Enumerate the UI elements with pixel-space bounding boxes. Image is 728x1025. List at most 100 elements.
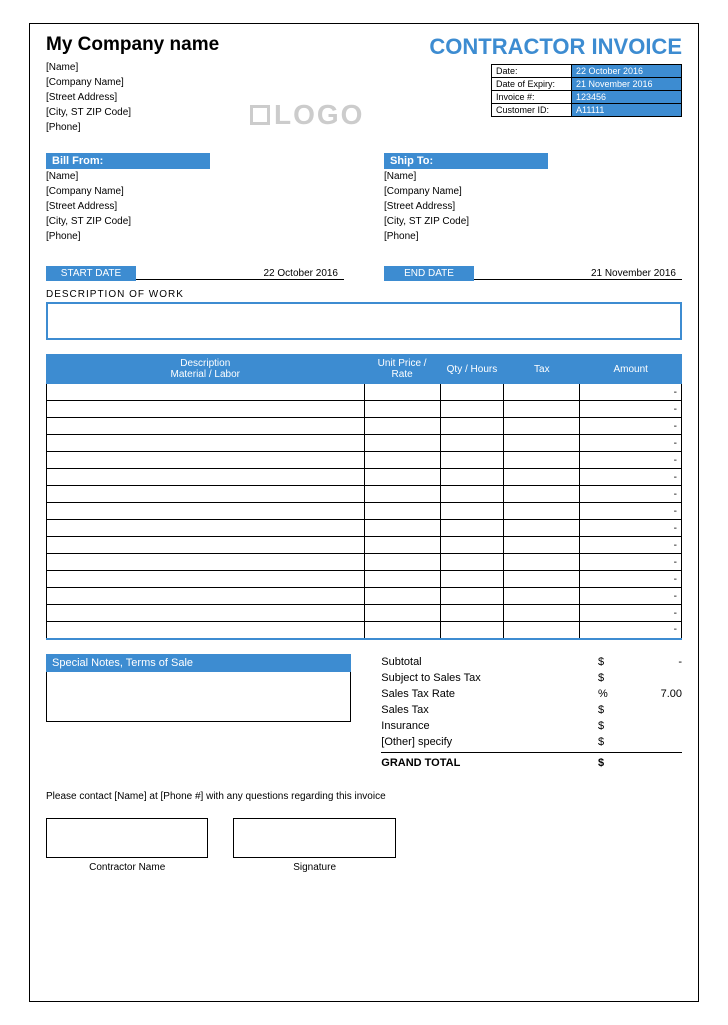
table-cell[interactable]: -	[580, 486, 682, 503]
table-cell[interactable]	[504, 452, 580, 469]
table-cell[interactable]	[47, 418, 365, 435]
table-cell[interactable]	[47, 435, 365, 452]
col-description: DescriptionMaterial / Labor	[47, 355, 365, 384]
contractor-name-box[interactable]	[46, 818, 208, 858]
table-cell[interactable]	[504, 605, 580, 622]
table-cell[interactable]	[504, 537, 580, 554]
table-cell[interactable]: -	[580, 571, 682, 588]
addr-line: [City, ST ZIP Code]	[46, 214, 344, 229]
table-cell[interactable]	[504, 418, 580, 435]
table-cell[interactable]	[364, 503, 440, 520]
contact-note: Please contact [Name] at [Phone #] with …	[46, 791, 682, 802]
table-cell[interactable]	[47, 537, 365, 554]
meta-value: 123456	[572, 91, 682, 104]
table-cell[interactable]	[504, 503, 580, 520]
signature-box[interactable]	[233, 818, 395, 858]
table-cell[interactable]	[504, 588, 580, 605]
table-cell[interactable]	[440, 469, 504, 486]
table-cell[interactable]	[364, 605, 440, 622]
table-cell[interactable]	[440, 452, 504, 469]
table-cell[interactable]	[504, 520, 580, 537]
table-cell[interactable]	[440, 554, 504, 571]
table-cell[interactable]: -	[580, 622, 682, 639]
table-cell[interactable]	[47, 384, 365, 401]
table-cell[interactable]	[440, 605, 504, 622]
addr-line: [City, ST ZIP Code]	[384, 214, 682, 229]
table-cell[interactable]: -	[580, 588, 682, 605]
table-cell[interactable]	[47, 622, 365, 639]
grand-total-value	[622, 757, 682, 769]
table-cell[interactable]	[364, 469, 440, 486]
company-name: My Company name	[46, 34, 351, 56]
addr-line: [Phone]	[46, 229, 344, 244]
totals-label: Insurance	[381, 720, 598, 732]
table-cell[interactable]	[440, 622, 504, 639]
table-cell[interactable]	[440, 384, 504, 401]
table-cell[interactable]	[504, 571, 580, 588]
totals-row: Sales Tax Rate%7.00	[381, 686, 682, 702]
table-cell[interactable]	[504, 384, 580, 401]
table-row: -	[47, 469, 682, 486]
table-row: -	[47, 435, 682, 452]
totals-value	[622, 704, 682, 716]
table-cell[interactable]	[47, 469, 365, 486]
table-cell[interactable]: -	[580, 418, 682, 435]
table-cell[interactable]	[440, 503, 504, 520]
table-cell[interactable]	[364, 588, 440, 605]
table-cell[interactable]	[364, 622, 440, 639]
table-cell[interactable]: -	[580, 537, 682, 554]
table-cell[interactable]	[440, 571, 504, 588]
meta-label: Customer ID:	[492, 104, 572, 117]
table-cell[interactable]	[504, 401, 580, 418]
table-cell[interactable]: -	[580, 401, 682, 418]
table-cell[interactable]	[440, 435, 504, 452]
table-cell[interactable]: -	[580, 503, 682, 520]
table-cell[interactable]: -	[580, 452, 682, 469]
table-cell[interactable]: -	[580, 469, 682, 486]
table-cell[interactable]	[440, 486, 504, 503]
table-cell[interactable]	[440, 588, 504, 605]
table-cell[interactable]	[504, 469, 580, 486]
addr-line: [Company Name]	[46, 184, 344, 199]
table-cell[interactable]	[47, 571, 365, 588]
table-cell[interactable]	[364, 486, 440, 503]
table-cell[interactable]	[364, 452, 440, 469]
table-cell[interactable]	[440, 401, 504, 418]
notes-body[interactable]	[46, 672, 351, 722]
table-cell[interactable]	[504, 435, 580, 452]
description-of-work-box[interactable]	[46, 302, 682, 340]
table-cell[interactable]	[440, 537, 504, 554]
table-cell[interactable]	[440, 418, 504, 435]
table-row: -	[47, 554, 682, 571]
addr-line: [Name]	[46, 169, 344, 184]
table-cell[interactable]	[47, 520, 365, 537]
table-cell[interactable]	[364, 520, 440, 537]
table-cell[interactable]	[504, 486, 580, 503]
table-cell[interactable]	[364, 435, 440, 452]
table-cell[interactable]	[504, 622, 580, 639]
totals-value	[622, 720, 682, 732]
table-cell[interactable]	[364, 384, 440, 401]
table-cell[interactable]	[364, 401, 440, 418]
table-cell[interactable]: -	[580, 520, 682, 537]
table-cell[interactable]	[364, 418, 440, 435]
table-cell[interactable]	[47, 554, 365, 571]
table-cell[interactable]	[47, 503, 365, 520]
table-cell[interactable]	[504, 554, 580, 571]
table-cell[interactable]: -	[580, 605, 682, 622]
table-cell[interactable]: -	[580, 384, 682, 401]
table-cell[interactable]	[47, 486, 365, 503]
table-cell[interactable]	[364, 571, 440, 588]
table-cell[interactable]	[364, 554, 440, 571]
table-cell[interactable]: -	[580, 435, 682, 452]
ship-to-header: Ship To:	[384, 153, 548, 169]
totals-label: Sales Tax Rate	[381, 688, 598, 700]
table-cell[interactable]	[47, 401, 365, 418]
start-date-value: 22 October 2016	[136, 268, 344, 280]
table-cell[interactable]: -	[580, 554, 682, 571]
table-cell[interactable]	[364, 537, 440, 554]
table-cell[interactable]	[47, 588, 365, 605]
table-cell[interactable]	[47, 605, 365, 622]
table-cell[interactable]	[47, 452, 365, 469]
table-cell[interactable]	[440, 520, 504, 537]
